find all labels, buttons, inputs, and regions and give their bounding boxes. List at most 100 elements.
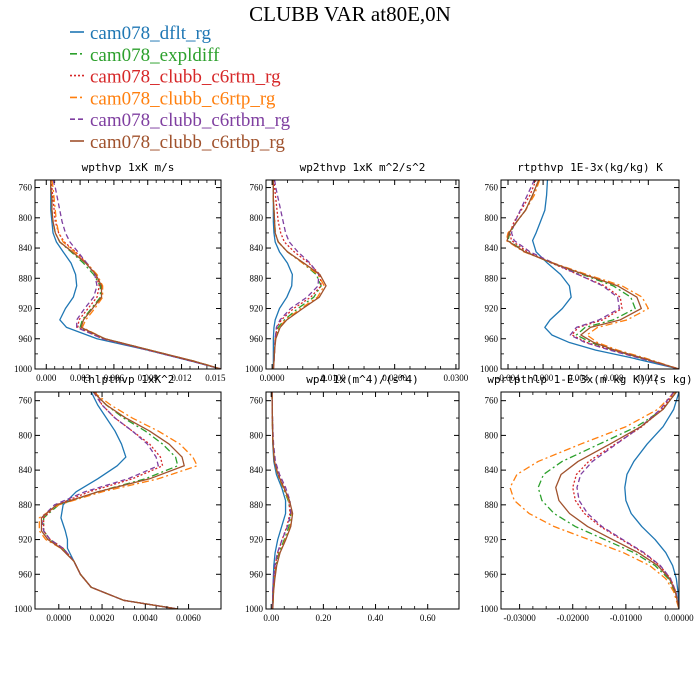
series-line-6: [272, 180, 327, 369]
plot-frame: [265, 391, 460, 610]
series-line-4: [509, 392, 679, 609]
series-line-3: [50, 180, 221, 369]
x-tick-label: 0.012: [638, 373, 658, 383]
y-tick-label: 1000: [14, 604, 33, 614]
y-tick-label: 920: [250, 535, 264, 545]
x-tick-label: 0.00: [263, 613, 279, 623]
x-tick-label: 0.003: [70, 373, 91, 383]
legend-entry: cam078_clubb_c6rtp_rg: [70, 88, 276, 109]
y-tick-label: 960: [19, 334, 33, 344]
panel-title: wprtpthlp 1-E-3x(m kg K)/(s kg): [487, 373, 692, 386]
panel-title: wp4 1x(m^4)/(s^4): [306, 373, 419, 386]
x-tick-label: 0.008: [603, 373, 624, 383]
x-tick-label: 0.00000: [664, 613, 694, 623]
x-tick-label: 0.0000: [260, 373, 285, 383]
y-tick-label: 760: [19, 396, 33, 406]
plot-frame: [34, 391, 222, 610]
plot-frame: [34, 179, 222, 370]
y-tick-label: 920: [19, 304, 33, 314]
y-tick-label: 760: [250, 396, 264, 406]
series-line-3: [509, 180, 679, 369]
y-tick-label: 1000: [480, 604, 499, 614]
y-tick-label: 840: [19, 465, 33, 475]
x-tick-label: 0.009: [138, 373, 159, 383]
plot-frame: [500, 179, 680, 370]
y-tick-label: 920: [19, 535, 33, 545]
series-line-1: [531, 180, 679, 369]
y-tick-label: 840: [485, 243, 499, 253]
y-tick-label: 960: [19, 569, 33, 579]
y-tick-label: 1000: [245, 604, 264, 614]
series-line-5: [272, 180, 320, 369]
x-tick-label: 0.0200: [382, 373, 407, 383]
y-tick-label: 760: [485, 396, 499, 406]
y-tick-label: 880: [250, 500, 264, 510]
x-tick-label: 0.000: [533, 373, 554, 383]
series-line-4: [505, 180, 679, 369]
plot-frame: [500, 391, 680, 610]
series-line-5: [52, 180, 221, 369]
series-line-6: [506, 180, 679, 369]
x-tick-label: 0.0020: [90, 613, 115, 623]
y-tick-label: 800: [485, 430, 499, 440]
x-tick-label: 0.012: [171, 373, 191, 383]
x-tick-label: -0.03000: [503, 613, 536, 623]
y-tick-label: 920: [485, 304, 499, 314]
x-tick-label: 0.0000: [46, 613, 71, 623]
x-tick-label: 0.0040: [133, 613, 158, 623]
x-tick-label: 0.0100: [321, 373, 346, 383]
y-tick-label: 960: [485, 334, 499, 344]
y-tick-label: 760: [485, 183, 499, 193]
legend-entry: cam078_clubb_c6rtbp_rg: [70, 132, 285, 153]
series-line-4: [272, 180, 325, 369]
legend-entry: cam078_dflt_rg: [70, 23, 212, 44]
x-tick-label: 0.60: [420, 613, 436, 623]
y-tick-label: 800: [19, 213, 33, 223]
y-tick-label: 880: [19, 500, 33, 510]
panels: wpthvp 1xK m/s76080084088092096010000.00…: [14, 161, 694, 623]
chart-panel-2: wp2thvp 1xK m^2/s^2 760 800 840 880 920 960 100…: [245, 161, 469, 383]
panel-title: wp2thvp 1xK m^2/s^2: [300, 161, 426, 174]
x-tick-label: -0.004: [496, 373, 520, 383]
y-tick-label: 880: [19, 273, 33, 283]
y-tick-label: 1000: [480, 364, 499, 374]
series-line-2: [537, 392, 679, 609]
series-line-2: [507, 180, 679, 369]
series-line-6: [50, 180, 221, 369]
y-tick-label: 960: [250, 569, 264, 579]
x-tick-label: -0.01000: [610, 613, 643, 623]
panel-title: thlpthvp 1xK^2: [82, 373, 175, 386]
series-line-5: [510, 180, 679, 369]
y-tick-label: 760: [19, 183, 33, 193]
x-tick-label: 0.015: [205, 373, 226, 383]
x-tick-label: 0.0300: [444, 373, 469, 383]
y-tick-label: 760: [250, 183, 264, 193]
y-tick-label: 800: [19, 430, 33, 440]
y-tick-label: 960: [250, 334, 264, 344]
series-line-1: [624, 392, 679, 609]
figure-title: CLUBB VAR at80E,0N: [249, 2, 451, 26]
y-tick-label: 880: [250, 273, 264, 283]
chart-panel-1: wpthvp 1xK m/s76080084088092096010000.00…: [14, 161, 226, 383]
series-line-6: [40, 392, 185, 609]
legend-label: cam078_expldiff: [90, 45, 220, 66]
legend-entry: cam078_expldiff: [70, 45, 220, 66]
y-tick-label: 920: [485, 535, 499, 545]
chart-panel-5: wp4 1x(m^4)/(s^4)76080084088092096010000…: [245, 373, 460, 623]
y-tick-label: 840: [485, 465, 499, 475]
series-line-1: [60, 392, 178, 609]
legend-label: cam078_clubb_c6rtbp_rg: [90, 132, 285, 153]
legend-entry: cam078_clubb_c6rtbm_rg: [70, 110, 291, 131]
legend-label: cam078_clubb_c6rtp_rg: [90, 88, 276, 109]
y-tick-label: 800: [250, 213, 264, 223]
y-tick-label: 1000: [14, 364, 33, 374]
legend-entry: cam078_clubb_c6rtm_rg: [70, 67, 281, 88]
y-tick-label: 800: [485, 213, 499, 223]
legend-label: cam078_dflt_rg: [90, 23, 212, 44]
legend: cam078_dflt_rgcam078_expldiffcam078_club…: [70, 23, 291, 153]
chart-panel-3: rtpthvp 1E-3x(kg/kg) K 760 800 840 880 920 960…: [480, 161, 680, 383]
x-tick-label: 0.006: [104, 373, 125, 383]
series-line-5: [576, 392, 679, 609]
legend-label: cam078_clubb_c6rtm_rg: [90, 67, 281, 88]
